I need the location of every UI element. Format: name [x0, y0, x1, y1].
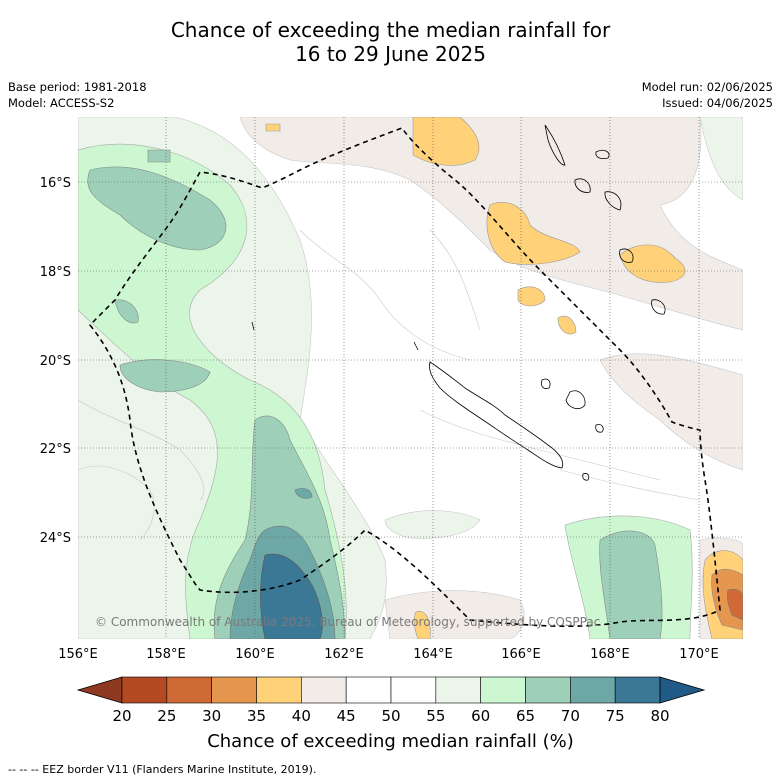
- title-line-1: Chance of exceeding the median rainfall …: [170, 18, 611, 42]
- small-island-2: [251, 321, 255, 331]
- gridlines: [78, 117, 743, 639]
- lon-tick-170: 170°E: [679, 647, 719, 662]
- dry-35-east: [619, 244, 686, 283]
- colorbar-label: 30: [202, 707, 221, 725]
- colorbar-swatch: [345, 676, 392, 704]
- vanuatu-coast-5: [619, 248, 634, 263]
- colorbar-swatch: [525, 676, 571, 704]
- issued-date: Issued: 04/06/2025: [662, 96, 773, 110]
- model-run: Model run: 02/06/2025: [641, 80, 773, 94]
- dry-25-southeast: [726, 588, 743, 621]
- lon-tick-166: 166°E: [501, 647, 541, 662]
- colorbar-extend-low: [76, 676, 123, 704]
- dry-35-spot-1: [517, 286, 546, 307]
- lon-tick-168: 168°E: [590, 647, 630, 662]
- coastlines: [251, 124, 666, 481]
- latitude-ticks: 16°S 18°S 20°S 22°S 24°S: [40, 176, 71, 546]
- colorbar-label: 50: [381, 707, 400, 725]
- loyalty-islands-coast-1: [541, 378, 551, 389]
- colorbar-swatch: [435, 676, 481, 704]
- new-caledonia-coast: [429, 361, 564, 469]
- colorbar-swatch: [570, 676, 616, 704]
- colorbar-label: 45: [337, 707, 356, 725]
- colorbar-swatch: [301, 676, 347, 704]
- colorbar: 20 25 30 35 40 45 50 55 60 65 70 75 80: [76, 676, 706, 725]
- vanuatu-coast-6: [651, 299, 666, 315]
- eez-border: [88, 127, 721, 628]
- colorbar-label: 75: [606, 707, 625, 725]
- colorbar-label: 70: [561, 707, 580, 725]
- colorbar-label: 20: [112, 707, 131, 725]
- ne-wet-55: [699, 117, 743, 201]
- base-period: Base period: 1981-2018: [8, 80, 147, 94]
- colorbar-swatch: [211, 676, 257, 704]
- title-line-2: 16 to 29 June 2025: [295, 42, 486, 66]
- east-wet-55: [384, 510, 481, 539]
- lat-tick-16: 16°S: [40, 176, 71, 191]
- lon-tick-160: 160°E: [235, 647, 275, 662]
- wet-area-75: [260, 553, 323, 639]
- colorbar-label: 55: [426, 707, 445, 725]
- lon-tick-158: 158°E: [146, 647, 186, 662]
- vanuatu-coast-1: [544, 124, 566, 166]
- lon-tick-164: 164°E: [413, 647, 453, 662]
- lon-tick-162: 162°E: [324, 647, 364, 662]
- ile-des-pins-coast: [582, 473, 590, 481]
- lat-tick-18: 18°S: [40, 265, 71, 280]
- lat-tick-20: 20°S: [40, 354, 71, 369]
- meta-left: Base period: 1981-2018 Model: ACCESS-S2: [8, 79, 147, 111]
- colorbar-extend-high: [659, 676, 706, 704]
- model-name: Model: ACCESS-S2: [8, 96, 115, 110]
- colorbar-label: 80: [650, 707, 669, 725]
- loyalty-islands-coast-3: [595, 424, 604, 433]
- lat-tick-22: 22°S: [40, 442, 71, 457]
- forecast-field: © Commonwealth of Australia 2025, Bureau…: [78, 117, 743, 639]
- copyright-notice: © Commonwealth of Australia 2025, Bureau…: [95, 615, 600, 629]
- colorbar-label: 65: [516, 707, 535, 725]
- colorbar-swatch: [166, 676, 212, 704]
- wet-spot-2: [114, 299, 139, 324]
- dry-35-spot-2: [557, 315, 577, 335]
- dry-35-spot-3: [265, 123, 281, 132]
- meta-right: Model run: 02/06/2025 Issued: 04/06/2025: [642, 79, 773, 111]
- vanuatu-coast-2: [595, 150, 610, 160]
- eez-footnote: -- -- -- EEZ border V11 (Flanders Marine…: [8, 763, 317, 776]
- dry-35-mid: [486, 202, 581, 265]
- longitude-ticks: 156°E 158°E 160°E 162°E 164°E 166°E 168°…: [58, 647, 719, 662]
- wet-spot-1: [147, 149, 171, 163]
- contour-lines: [78, 229, 701, 541]
- map-title: Chance of exceeding the median rainfall …: [0, 18, 781, 66]
- vanuatu-coast-3: [574, 178, 591, 193]
- colorbar-swatch: [121, 676, 168, 704]
- colorbar-label: 25: [157, 707, 176, 725]
- colorbar-swatch: [614, 676, 661, 704]
- wet-spot-3: [294, 488, 313, 499]
- wet-area-65-north: [87, 166, 227, 251]
- lon-tick-156: 156°E: [58, 647, 98, 662]
- colorbar-label: 60: [471, 707, 490, 725]
- colorbar-swatch: [480, 676, 526, 704]
- colorbar-label: 40: [292, 707, 311, 725]
- vanuatu-coast-4: [604, 191, 622, 211]
- dry-35-north: [412, 117, 480, 166]
- dry-area-east: [599, 353, 743, 471]
- dry-35-spot-4: [413, 610, 431, 639]
- colorbar-label: 35: [247, 707, 266, 725]
- colorbar-swatch: [390, 676, 437, 704]
- east-wet-65: [599, 530, 663, 639]
- loyalty-islands-coast-2: [565, 390, 586, 410]
- colorbar-swatch: [256, 676, 302, 704]
- colorbar-title: Chance of exceeding median rainfall (%): [207, 731, 574, 752]
- lat-tick-24: 24°S: [40, 531, 71, 546]
- small-island-1: [413, 341, 419, 351]
